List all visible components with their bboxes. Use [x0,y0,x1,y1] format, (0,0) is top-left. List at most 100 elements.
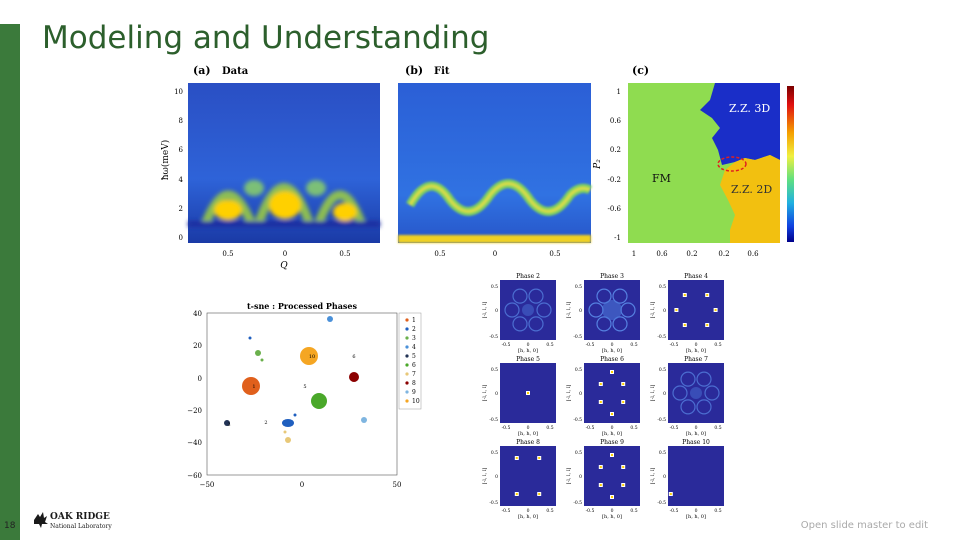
tsne-plot: t-sne : Processed Phases 40 20 0 −20 −40… [187,301,422,489]
panel-a-ytick: 10 [174,88,183,96]
phase-ytick: -0.5 [489,500,498,506]
tsne-ytick: −60 [187,472,202,480]
region-label-fm: FM [652,172,671,185]
phase-ytick: 0.5 [659,284,666,290]
phase-ytick: 0.5 [491,450,498,456]
phase-title: Phase 5 [516,356,540,363]
phase-xlabel: [h, h, 0] [518,514,538,520]
phase-xlabel: [h, h, 0] [686,348,706,354]
panel-a-ytick: 6 [179,146,184,154]
phase-ytick: 0 [495,391,498,397]
phase-ylabel: [-l, l, l] [650,468,656,485]
phase-title: Phase 7 [684,356,708,363]
panel-c-xtick: 0.6 [747,250,759,258]
phase-map-area [500,280,556,340]
cluster-phase-4 [327,316,333,322]
phase-xlabel: [h, h, 0] [518,348,538,354]
cluster-phase-3 [255,350,261,356]
phase-ytick: 0 [663,391,666,397]
region-label-zz3d: Z.Z. 3D [729,102,770,115]
panel-a-ytick: 2 [179,205,183,213]
tsne-title: t-sne : Processed Phases [247,301,358,311]
legend-label: 5 [412,353,416,360]
tsne-xtick: 50 [393,481,402,489]
panel-a-xlabel: Q [280,261,288,271]
phase-pattern [588,288,636,332]
tsne-point-label: 6 [352,354,355,360]
logo-line2: National Laboratory [50,523,112,530]
bragg-peak-core [611,454,613,456]
phase-title: Phase 10 [682,439,710,446]
phase-map-9: Phase 9 [-l, l, l] 0.5 0 -0.5 -0.5 0 0.5 [h, h, … [566,439,640,520]
panel-a-xtick: 0.5 [222,250,233,258]
panel-a-xtick: 0.5 [339,250,350,258]
legend-label: 3 [412,335,416,342]
phase-ytick: 0 [579,474,582,480]
panel-b: (b) Fit 0.5 0 0.5 [398,64,593,258]
legend-label: 6 [412,362,416,369]
panel-c-ytick: -0.2 [608,176,622,184]
phase-ylabel: [-l, l, l] [650,302,656,319]
phase-ytick: 0.5 [575,284,582,290]
phase-xtick: -0.5 [670,342,679,348]
bragg-peak-core [599,466,602,468]
legend-swatch [405,336,409,340]
panel-b-xtick: 0.5 [434,250,445,258]
phase-map-area [500,446,556,506]
bragg-peak-core [538,457,541,459]
region-label-zz2d: Z.Z. 2D [731,183,772,196]
phase-xtick: 0.5 [630,425,637,431]
legend-swatch [405,381,409,385]
scatter-point [248,336,252,340]
panel-a-ylabel: ħω(meV) [160,140,171,181]
legend-label: 10 [412,398,420,405]
panel-a-label: (a) [193,64,211,77]
legend-swatch [405,318,409,322]
bragg-peak-core [683,294,686,296]
bragg-peak-core [599,401,602,403]
phase-title: Phase 4 [684,273,708,280]
phase-xtick: 0 [695,342,698,348]
phase-ytick: -0.5 [573,500,582,506]
phase-grid: Phase 2 [-l, l, l] 0.5 0 -0.5 -0.5 0 0.5 [h, h, … [482,273,724,520]
phase-ytick: 0 [495,308,498,314]
bragg-peak-core [675,309,678,311]
phase-ytick: 0.5 [575,450,582,456]
legend-swatch [405,363,409,367]
bragg-peak-core [706,324,709,326]
tsne-point-label: 3 [227,422,230,428]
phase-xtick: 0.5 [546,342,553,348]
panel-c-ytick: -0.6 [608,205,622,213]
tsne-ytick: −40 [187,439,202,447]
phase-map-area [668,446,724,506]
phase-boundary-marker [717,156,747,172]
panel-a-ytick: 0 [179,234,183,242]
phase-title: Phase 2 [516,273,540,280]
phase-ytick: -0.5 [573,417,582,423]
phase-title: Phase 8 [516,439,540,446]
scatter-point [293,413,297,417]
panel-a-ytick: 8 [179,117,183,125]
legend-swatch [405,399,409,403]
phase-xlabel: [h, h, 0] [518,431,538,437]
panel-b-plot-area [398,83,591,243]
panel-a: (a) Data ħω(meV) 10 8 6 4 2 0 0.5 0 0.5 … [160,64,380,271]
phase-ytick: -0.5 [489,334,498,340]
tsne-legend: 1 2 3 4 5 6 7 8 9 10 [398,312,422,410]
phase-xtick: 0.5 [714,508,721,514]
footer-text: Open slide master to edit [800,520,928,531]
bragg-peak-core [706,294,709,296]
scatter-point [260,358,264,362]
phase-map-8: Phase 8 [-l, l, l] 0.5 0 -0.5 -0.5 0 0.5 [h, h, … [482,439,556,520]
phase-map-7: Phase 7 [-l, l, l] 0.5 0 -0.5 -0.5 0 0.5 [h, h, … [650,356,724,437]
phase-xtick: 0 [527,425,530,431]
phase-ytick: 0 [663,308,666,314]
panel-b-label: (b) [405,64,423,77]
legend-label: 1 [412,317,416,324]
panel-c-xtick: 0.2 [718,250,729,258]
panel-c-ytick: 0.6 [610,117,622,125]
tsne-xtick: 0 [300,481,304,489]
ornl-logo: OAK RIDGE National Laboratory [34,512,112,530]
bragg-peak-core [714,309,717,311]
